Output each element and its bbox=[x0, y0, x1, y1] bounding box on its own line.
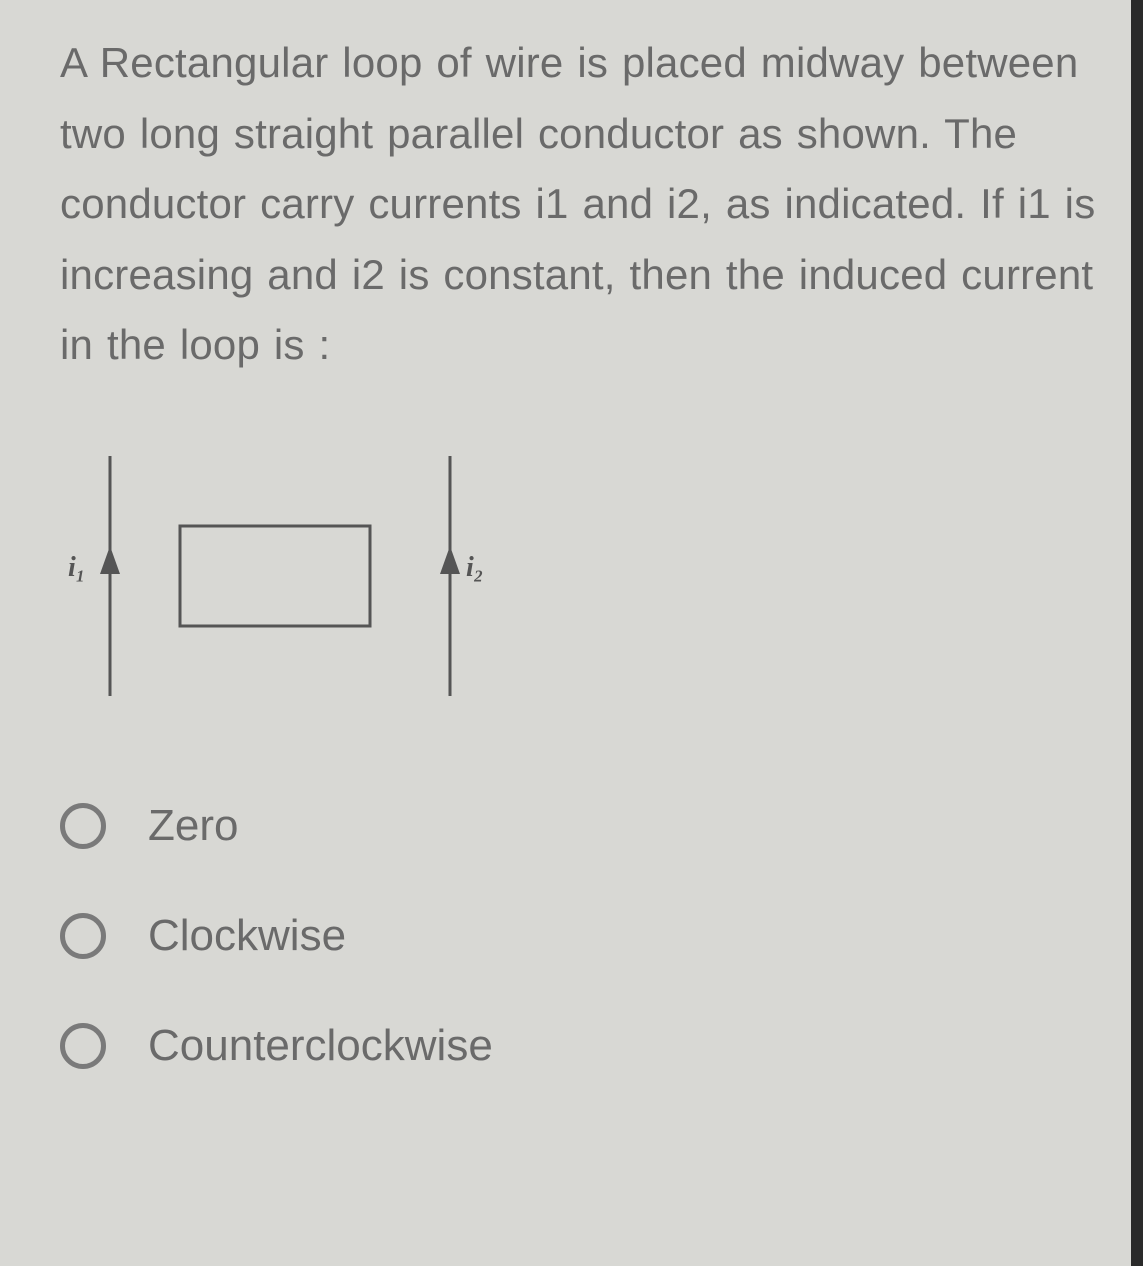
option-zero[interactable]: Zero bbox=[60, 801, 1125, 851]
radio-icon bbox=[60, 1023, 106, 1069]
option-label: Clockwise bbox=[148, 911, 346, 961]
radio-icon bbox=[60, 913, 106, 959]
label-i1: i₁ bbox=[68, 552, 86, 583]
page-right-shadow bbox=[1131, 0, 1143, 1266]
arrow-i2 bbox=[440, 546, 460, 574]
question-text: A Rectangular loop of wire is placed mid… bbox=[60, 28, 1125, 381]
option-counterclockwise[interactable]: Counterclockwise bbox=[60, 1021, 1125, 1071]
option-label: Zero bbox=[148, 801, 238, 851]
label-i2: i₂ bbox=[466, 552, 484, 583]
loop-rect bbox=[180, 526, 370, 626]
option-label: Counterclockwise bbox=[148, 1021, 493, 1071]
circuit-diagram: i₁ i₂ bbox=[50, 436, 570, 716]
quiz-page: A Rectangular loop of wire is placed mid… bbox=[0, 0, 1143, 1071]
arrow-i1 bbox=[100, 546, 120, 574]
option-clockwise[interactable]: Clockwise bbox=[60, 911, 1125, 961]
radio-icon bbox=[60, 803, 106, 849]
options-list: Zero Clockwise Counterclockwise bbox=[60, 801, 1125, 1071]
